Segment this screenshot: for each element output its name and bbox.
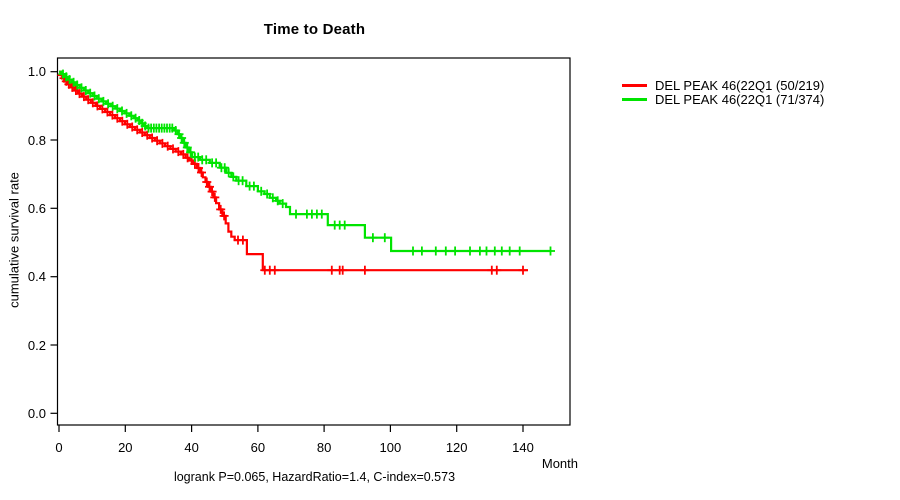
legend-label-group2: DEL PEAK 46(22Q1 (71/374) [655,92,825,107]
x-axis-title: Month [541,456,578,471]
survival-curve-group2 [59,70,552,253]
x-tick-label: 20 [118,440,133,455]
survival-curve-group1 [59,70,528,272]
legend-label-group1: DEL PEAK 46(22Q1 (50/219) [655,78,825,93]
x-tick-label: 40 [184,440,199,455]
y-axis-title: cumulative survival rate [6,172,22,308]
statistics-footnote: logrank P=0.065, HazardRatio=1.4, C-inde… [173,470,456,484]
y-tick-label: 0.6 [27,200,46,216]
y-tick-label: 0.4 [27,269,46,285]
x-tick-label: 100 [379,440,402,455]
y-tick-label: 1.0 [27,64,46,80]
legend-item-group1: DEL PEAK 46(22Q1 (50/219) [622,78,825,93]
chart-title: Time to Death [263,21,366,38]
y-tick-label: 0.2 [27,337,46,353]
y-tick-label: 0.8 [27,132,46,148]
legend-item-group2: DEL PEAK 46(22Q1 (71/374) [622,92,825,107]
legend-line-swatch-green [622,98,647,101]
legend-line-swatch-red [622,84,647,87]
x-tick-label: 120 [445,440,468,455]
y-tick-label: 0.0 [27,405,46,421]
plot-box [56,57,571,426]
x-tick-label: 0 [55,440,63,455]
x-tick-label: 80 [316,440,332,455]
x-tick-label: 140 [512,440,534,455]
legend: DEL PEAK 46(22Q1 (50/219) DEL PEAK 46(22… [622,78,825,107]
x-tick-label: 60 [250,440,266,455]
